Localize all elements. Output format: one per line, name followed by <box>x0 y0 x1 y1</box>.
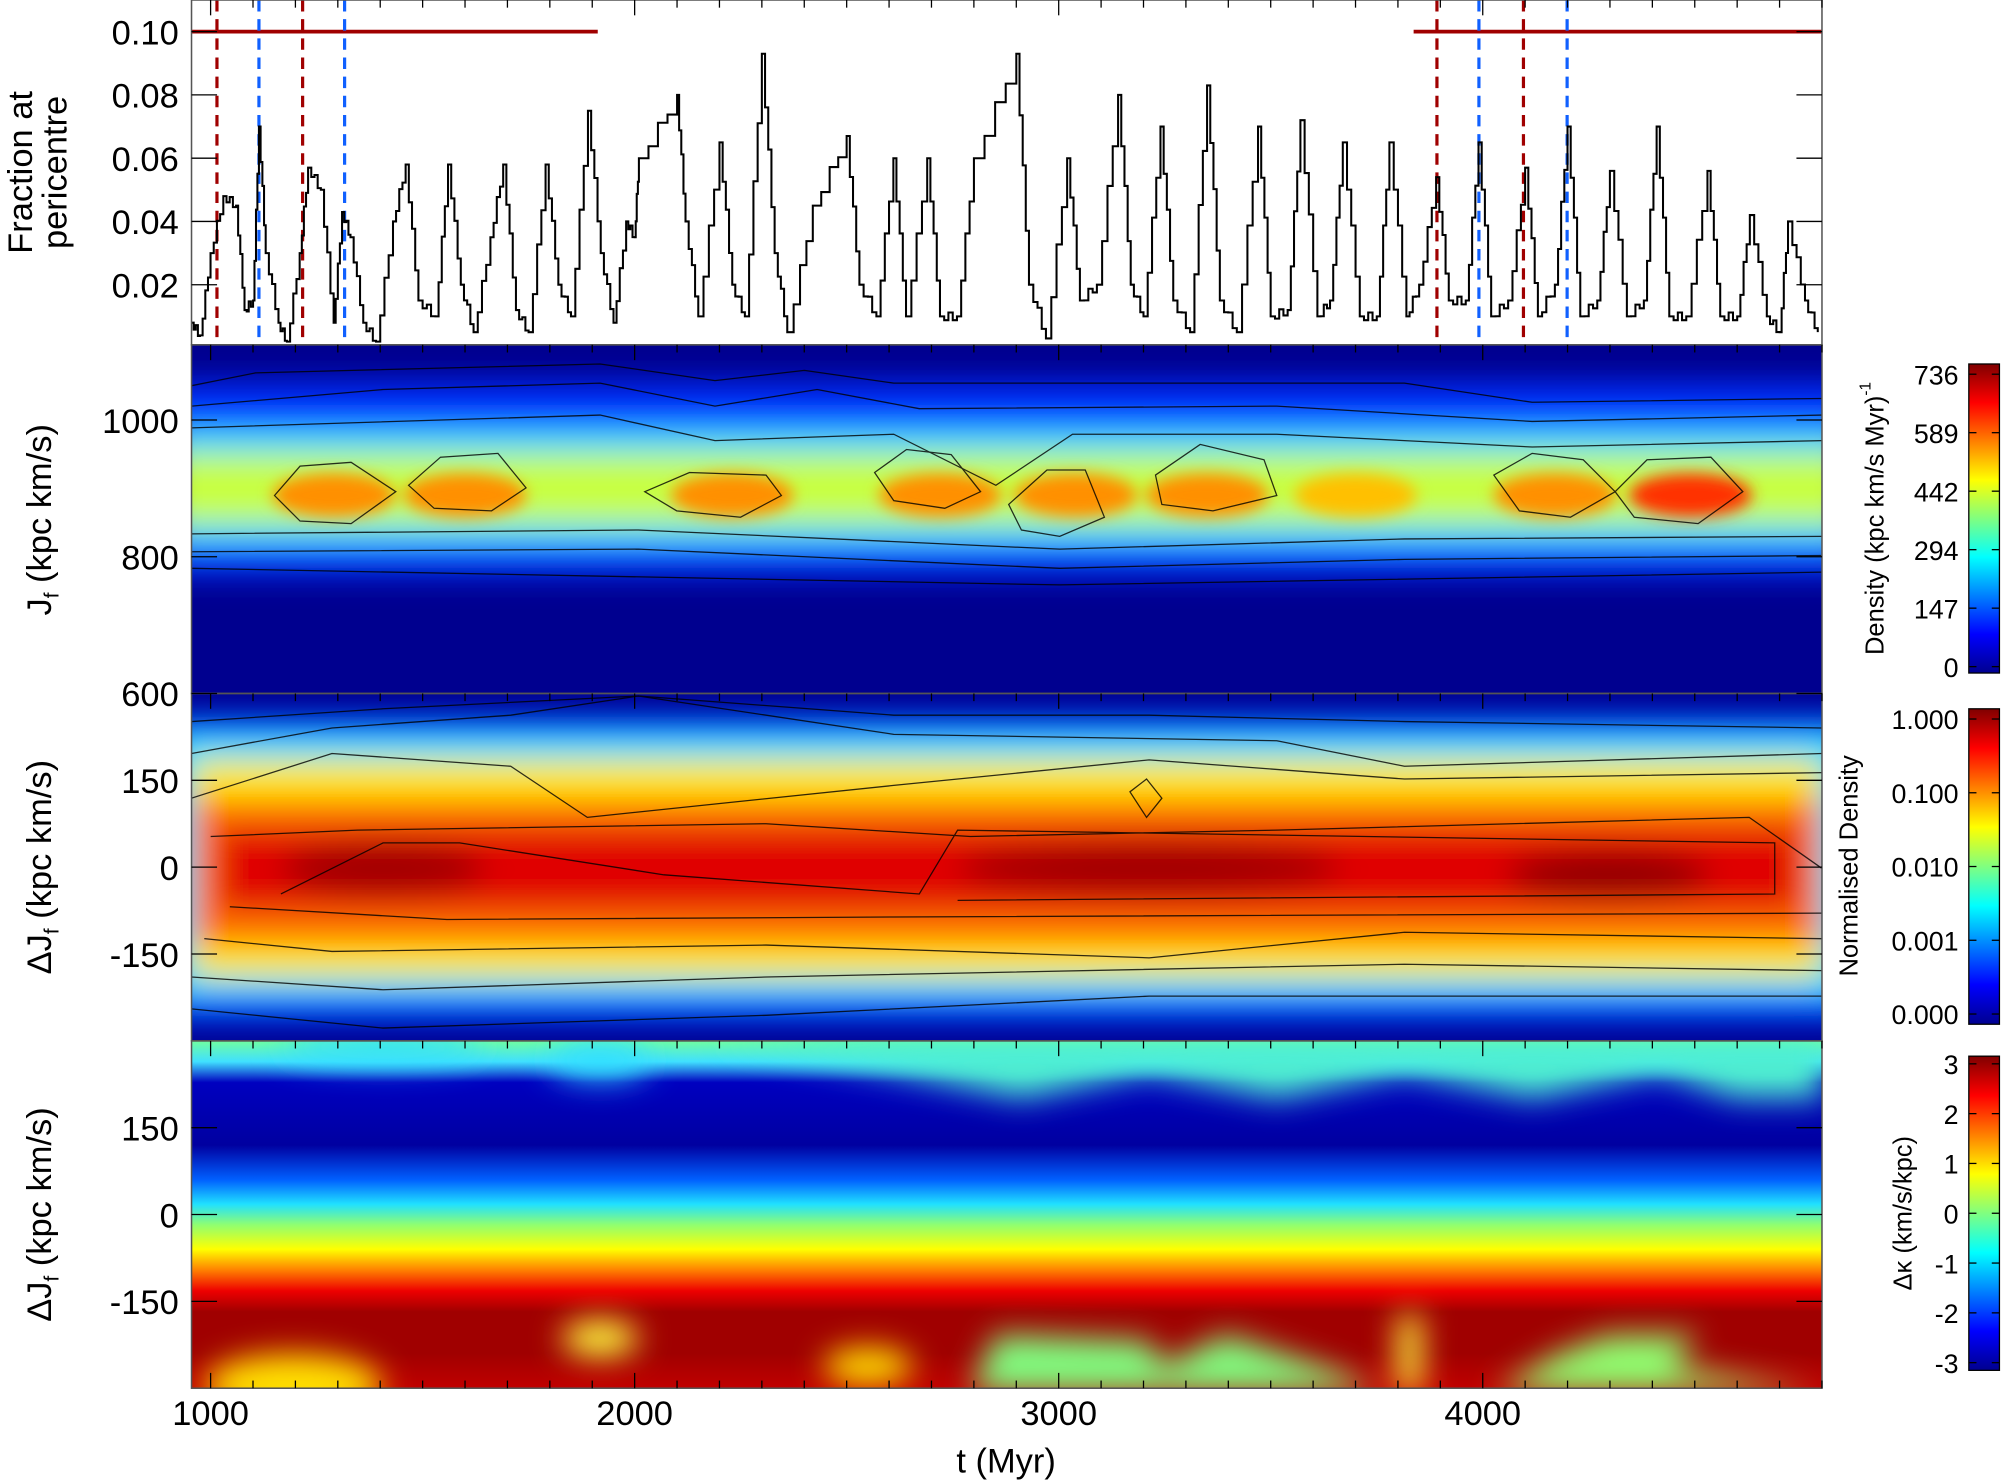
y-tick-label: 0 <box>160 1197 179 1235</box>
jf-ylabel: Jf (kpc km/s) <box>21 424 64 615</box>
y-tick-label: 0.02 <box>112 267 179 305</box>
jf-density-peak <box>403 473 527 517</box>
jf-density-heatmap <box>191 344 1822 694</box>
colorbar-density: Density (kpc km/s Myr)-1 <box>1857 363 2001 674</box>
colorbar-tick-label: 0.010 <box>1892 853 1959 883</box>
jf-density-peak <box>1014 473 1137 517</box>
y-tick-label: 150 <box>121 1110 179 1148</box>
colorbar-tick-label: 736 <box>1914 360 1959 390</box>
colorbar-tick-label: 294 <box>1914 536 1959 566</box>
jf-density-peak <box>1294 473 1417 517</box>
djf-contours <box>191 695 1822 1029</box>
jf-density-peak <box>1629 473 1752 517</box>
y-tick-label: 600 <box>121 676 179 714</box>
djf-ylabel-1: ΔJf (kpc km/s) <box>21 760 64 974</box>
fraction-series-line <box>191 52 1819 343</box>
djf-density-heatmap <box>191 693 1822 1041</box>
y-tick-label: 800 <box>121 540 179 578</box>
fraction-panel-bg <box>191 0 1822 345</box>
y-tick-label: -150 <box>110 1284 179 1322</box>
fraction-plot <box>191 0 1822 345</box>
colorbar-dkappa-label: Δκ (km/s/kpc) <box>1889 1136 1917 1291</box>
colorbar-density-label: Density (kpc km/s Myr)-1 <box>1857 382 1889 655</box>
y-tick-label: 150 <box>121 763 179 801</box>
y-tick-label: 1000 <box>102 403 179 441</box>
jf-density-peak <box>878 473 1002 517</box>
x-tick-label: 1000 <box>172 1395 249 1433</box>
fraction-ylabel-line1: Fraction at <box>2 91 40 254</box>
jf-density-peak <box>1493 473 1617 517</box>
x-tick-label: 4000 <box>1444 1395 1521 1433</box>
x-tick-label: 3000 <box>1020 1395 1097 1433</box>
djf-ylabel-2: ΔJf (kpc km/s) <box>21 1107 64 1321</box>
x-tick-label: 2000 <box>596 1395 673 1433</box>
colorbar-tick-label: 3 <box>1944 1050 1959 1080</box>
colorbar-tick-label: 0.100 <box>1892 779 1959 809</box>
y-tick-label: 0 <box>160 850 179 888</box>
y-tick-label: 0.08 <box>112 78 179 116</box>
jf-contours <box>191 363 1822 586</box>
colorbar-tick-label: 0 <box>1944 653 1959 683</box>
colorbar-tick-label: 147 <box>1914 594 1959 624</box>
x-axis-title: t (Myr) <box>956 1443 1056 1481</box>
djf-dkappa-heatmap <box>191 1040 1822 1389</box>
colorbar-tick-label: -3 <box>1935 1349 1959 1379</box>
colorbar-tick-label: 1.000 <box>1892 705 1959 735</box>
y-tick-label: 0.06 <box>112 141 179 179</box>
colorbar-tick-label: 0 <box>1944 1199 1959 1229</box>
colorbar-tick-label: -2 <box>1935 1299 1959 1329</box>
colorbar-tick-label: 442 <box>1914 477 1959 507</box>
jf-density-peak <box>670 473 794 517</box>
y-tick-label: -150 <box>110 937 179 975</box>
colorbar-tick-label: -1 <box>1935 1249 1959 1279</box>
colorbar-tick-label: 0.001 <box>1892 926 1959 956</box>
colorbar-tick-label: 589 <box>1914 419 1959 449</box>
y-tick-label: 0.04 <box>112 204 179 242</box>
colorbar-tick-label: 0.000 <box>1892 1000 1959 1030</box>
colorbar-tick-label: 1 <box>1944 1150 1959 1180</box>
colorbar-normalised-label: Normalised Density <box>1836 755 1864 976</box>
y-tick-label: 0.10 <box>112 14 179 52</box>
fraction-ylabel-line2: pericentre <box>36 96 74 249</box>
colorbar-tick-label: 2 <box>1944 1100 1959 1130</box>
jf-density-peak <box>272 473 395 517</box>
